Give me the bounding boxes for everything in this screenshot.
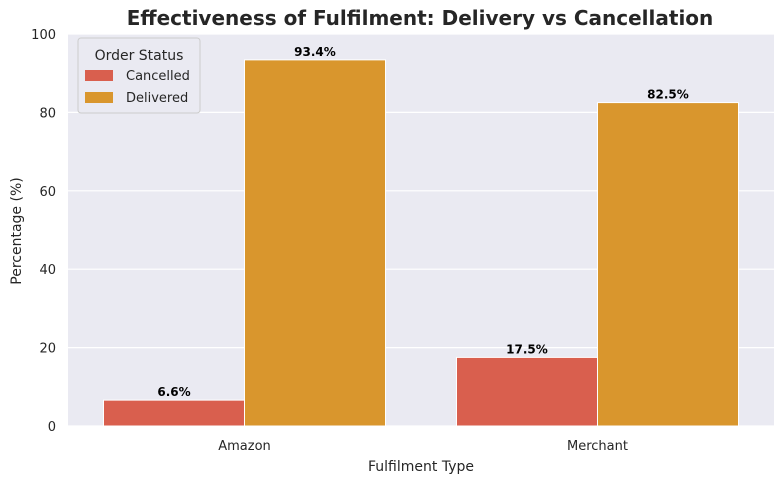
legend-title: Order Status [95, 48, 184, 64]
bars [103, 59, 739, 427]
bar-value-label: 6.6% [157, 385, 190, 399]
bar-value-label: 17.5% [506, 342, 548, 356]
y-tick-label: 20 [39, 342, 56, 357]
x-axis-ticks: Amazon Merchant [218, 439, 628, 454]
bar-delivered [597, 102, 739, 427]
bar-cancelled [103, 399, 245, 427]
legend-label-delivered: Delivered [126, 91, 188, 106]
legend: Order Status Cancelled Delivered [77, 37, 201, 114]
chart-title: Effectiveness of Fulfilment: Delivery vs… [127, 6, 714, 30]
x-tick-label: Merchant [567, 439, 628, 454]
bar-value-label: 82.5% [647, 88, 689, 102]
x-tick-label: Amazon [218, 439, 271, 454]
legend-label-cancelled: Cancelled [126, 69, 190, 84]
y-axis-ticks: 0 20 40 60 80 100 [31, 28, 56, 435]
y-tick-label: 80 [39, 106, 56, 121]
bar-labels: 6.6% 93.4% 17.5% 82.5% [157, 45, 688, 399]
bar-cancelled [456, 356, 598, 427]
y-tick-label: 100 [31, 28, 56, 43]
bar-value-label: 93.4% [294, 45, 336, 59]
y-tick-label: 40 [39, 263, 56, 278]
y-tick-label: 60 [39, 185, 56, 200]
bar-delivered [244, 59, 386, 427]
y-tick-label: 0 [48, 420, 56, 435]
y-axis-label: Percentage (%) [9, 177, 25, 284]
x-axis-label: Fulfilment Type [368, 459, 474, 475]
legend-swatch-delivered [85, 92, 113, 103]
legend-swatch-cancelled [85, 70, 113, 81]
